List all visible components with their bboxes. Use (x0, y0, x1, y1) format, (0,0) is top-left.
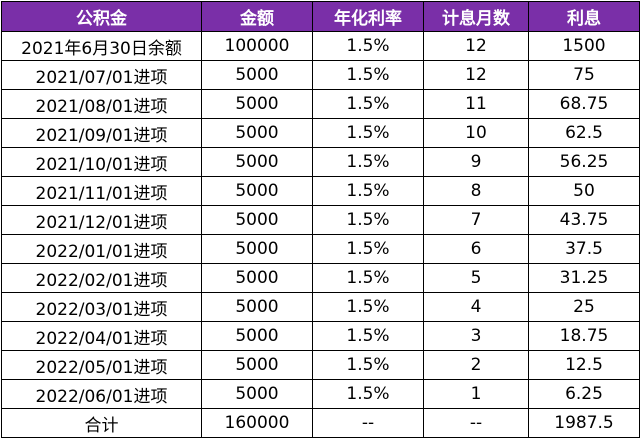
table-row: 2022/02/01进项 5000 1.5% 5 31.25 (1, 263, 640, 293)
column-header-interest: 利息 (528, 1, 640, 32)
total-row: 合计 160000 -- -- 1987.5 (1, 408, 640, 438)
cell-interest: 31.25 (528, 263, 640, 293)
cell-fund: 2022/06/01进项 (1, 379, 202, 409)
cell-rate: 1.5% (312, 205, 424, 235)
cell-months: 12 (423, 60, 529, 90)
cell-rate: 1.5% (312, 234, 424, 264)
table-body: 2021年6月30日余额 100000 1.5% 12 1500 2021/07… (1, 31, 640, 438)
cell-amount: 5000 (201, 263, 313, 293)
cell-rate: 1.5% (312, 89, 424, 119)
table-row: 2022/01/01进项 5000 1.5% 6 37.5 (1, 234, 640, 264)
cell-interest: 43.75 (528, 205, 640, 235)
column-header-fund: 公积金 (1, 1, 202, 32)
cell-months: 12 (423, 31, 529, 61)
column-header-amount: 金额 (201, 1, 313, 32)
cell-fund: 2022/04/01进项 (1, 321, 202, 351)
cell-months: 11 (423, 89, 529, 119)
cell-interest: 75 (528, 60, 640, 90)
table-row: 2021年6月30日余额 100000 1.5% 12 1500 (1, 31, 640, 61)
cell-fund: 2021年6月30日余额 (1, 31, 202, 61)
cell-months: 9 (423, 147, 529, 177)
cell-amount: 5000 (201, 205, 313, 235)
cell-fund: 2021/09/01进项 (1, 118, 202, 148)
column-header-rate: 年化利率 (312, 1, 424, 32)
cell-rate: 1.5% (312, 350, 424, 380)
table-row: 2022/05/01进项 5000 1.5% 2 12.5 (1, 350, 640, 380)
table-row: 2022/06/01进项 5000 1.5% 1 6.25 (1, 379, 640, 409)
table-header: 公积金 金额 年化利率 计息月数 利息 (1, 1, 640, 32)
cell-months: 4 (423, 292, 529, 322)
cell-total-interest: 1987.5 (528, 408, 640, 438)
cell-amount: 5000 (201, 234, 313, 264)
cell-fund: 2022/02/01进项 (1, 263, 202, 293)
table-row: 2021/11/01进项 5000 1.5% 8 50 (1, 176, 640, 206)
cell-months: 5 (423, 263, 529, 293)
cell-months: 3 (423, 321, 529, 351)
cell-amount: 5000 (201, 350, 313, 380)
cell-fund: 2021/08/01进项 (1, 89, 202, 119)
cell-interest: 25 (528, 292, 640, 322)
table-row: 2021/12/01进项 5000 1.5% 7 43.75 (1, 205, 640, 235)
table-row: 2022/04/01进项 5000 1.5% 3 18.75 (1, 321, 640, 351)
table-row: 2021/07/01进项 5000 1.5% 12 75 (1, 60, 640, 90)
cell-interest: 37.5 (528, 234, 640, 264)
cell-rate: 1.5% (312, 60, 424, 90)
cell-months: 6 (423, 234, 529, 264)
cell-amount: 5000 (201, 321, 313, 351)
cell-fund: 2021/10/01进项 (1, 147, 202, 177)
cell-amount: 5000 (201, 147, 313, 177)
cell-amount: 5000 (201, 292, 313, 322)
cell-rate: 1.5% (312, 321, 424, 351)
cell-interest: 62.5 (528, 118, 640, 148)
cell-months: 7 (423, 205, 529, 235)
cell-fund: 2021/12/01进项 (1, 205, 202, 235)
table-row: 2021/10/01进项 5000 1.5% 9 56.25 (1, 147, 640, 177)
cell-interest: 68.75 (528, 89, 640, 119)
cell-months: 1 (423, 379, 529, 409)
cell-rate: 1.5% (312, 292, 424, 322)
cell-total-amount: 160000 (201, 408, 313, 438)
cell-months: 10 (423, 118, 529, 148)
cell-amount: 100000 (201, 31, 313, 61)
cell-fund: 2021/07/01进项 (1, 60, 202, 90)
cell-months: 2 (423, 350, 529, 380)
table-row: 2022/03/01进项 5000 1.5% 4 25 (1, 292, 640, 322)
cell-total-months: -- (423, 408, 529, 438)
cell-fund: 2022/05/01进项 (1, 350, 202, 380)
cell-amount: 5000 (201, 176, 313, 206)
cell-interest: 18.75 (528, 321, 640, 351)
cell-amount: 5000 (201, 379, 313, 409)
cell-rate: 1.5% (312, 31, 424, 61)
cell-amount: 5000 (201, 118, 313, 148)
cell-rate: 1.5% (312, 263, 424, 293)
table-row: 2021/08/01进项 5000 1.5% 11 68.75 (1, 89, 640, 119)
cell-interest: 56.25 (528, 147, 640, 177)
cell-total-rate: -- (312, 408, 424, 438)
cell-interest: 6.25 (528, 379, 640, 409)
cell-fund: 2022/01/01进项 (1, 234, 202, 264)
cell-rate: 1.5% (312, 118, 424, 148)
cell-amount: 5000 (201, 60, 313, 90)
cell-total-label: 合计 (1, 408, 202, 438)
cell-rate: 1.5% (312, 147, 424, 177)
cell-interest: 50 (528, 176, 640, 206)
cell-months: 8 (423, 176, 529, 206)
cell-fund: 2022/03/01进项 (1, 292, 202, 322)
cell-interest: 1500 (528, 31, 640, 61)
column-header-months: 计息月数 (423, 1, 529, 32)
cell-fund: 2021/11/01进项 (1, 176, 202, 206)
table-row: 2021/09/01进项 5000 1.5% 10 62.5 (1, 118, 640, 148)
cell-rate: 1.5% (312, 379, 424, 409)
cell-rate: 1.5% (312, 176, 424, 206)
header-row: 公积金 金额 年化利率 计息月数 利息 (1, 1, 640, 32)
cell-interest: 12.5 (528, 350, 640, 380)
cell-amount: 5000 (201, 89, 313, 119)
